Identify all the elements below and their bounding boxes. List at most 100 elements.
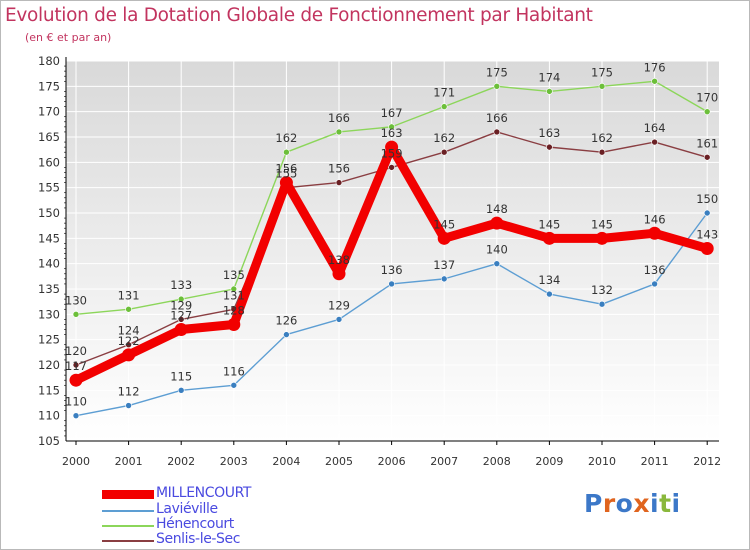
data-point-millencourt bbox=[69, 373, 83, 387]
data-point-lavieville bbox=[703, 209, 711, 217]
data-point-henencourt bbox=[651, 77, 658, 85]
data-label-henencourt: 170 bbox=[696, 91, 718, 105]
data-label-senlis-le-sec: 129 bbox=[170, 298, 192, 312]
y-tick-label: 180 bbox=[38, 54, 60, 68]
data-label-lavieville: 136 bbox=[644, 263, 666, 277]
data-point-lavieville bbox=[546, 290, 553, 298]
legend-swatch-millencourt bbox=[102, 490, 154, 499]
data-point-lavieville bbox=[283, 331, 290, 338]
data-point-lavieville bbox=[125, 402, 132, 409]
data-label-millencourt: 127 bbox=[170, 309, 192, 323]
chart-title: Evolution de la Dotation Globale de Fonc… bbox=[5, 5, 593, 26]
data-label-lavieville: 115 bbox=[170, 369, 192, 383]
data-point-henencourt bbox=[283, 148, 290, 156]
data-point-henencourt bbox=[125, 305, 132, 313]
data-label-senlis-le-sec: 163 bbox=[538, 126, 560, 140]
data-point-millencourt bbox=[490, 216, 504, 230]
data-point-millencourt bbox=[279, 176, 293, 190]
legend-swatch-henencourt bbox=[102, 525, 154, 527]
data-point-henencourt bbox=[230, 285, 238, 293]
y-tick-label: 170 bbox=[38, 105, 60, 119]
data-point-lavieville bbox=[493, 260, 501, 267]
y-tick-label: 140 bbox=[38, 257, 60, 271]
data-label-lavieville: 126 bbox=[275, 314, 297, 328]
data-point-millencourt bbox=[227, 317, 241, 331]
data-point-senlis-le-sec bbox=[703, 153, 711, 161]
data-point-lavieville bbox=[72, 412, 80, 419]
legend-label-senlis-le-sec: Senlis-le-Sec bbox=[156, 531, 241, 547]
x-tick-label: 2008 bbox=[483, 455, 511, 468]
data-label-millencourt: 145 bbox=[433, 217, 455, 231]
data-label-henencourt: 167 bbox=[381, 106, 403, 120]
axes: 105 110 115 120 125 130 135 140 145 150 155 160 165 1… bbox=[38, 54, 721, 468]
data-point-lavieville bbox=[388, 280, 395, 288]
data-label-lavieville: 116 bbox=[223, 364, 245, 378]
x-tick-label: 2000 bbox=[62, 455, 90, 468]
data-label-senlis-le-sec: 155 bbox=[275, 167, 297, 181]
chart-subtitle: (en € et par an) bbox=[25, 31, 112, 44]
data-label-senlis-le-sec: 164 bbox=[644, 121, 666, 135]
data-point-millencourt bbox=[542, 231, 556, 245]
data-point-millencourt bbox=[174, 323, 188, 337]
y-tick-label: 155 bbox=[38, 181, 60, 195]
data-point-lavieville bbox=[335, 316, 343, 323]
data-label-henencourt: 171 bbox=[433, 86, 455, 100]
data-point-henencourt bbox=[546, 88, 553, 95]
x-tick-label: 2012 bbox=[693, 455, 721, 468]
data-label-millencourt: 148 bbox=[486, 202, 508, 216]
data-point-henencourt bbox=[72, 311, 80, 318]
y-tick-label: 120 bbox=[38, 358, 60, 372]
data-point-senlis-le-sec bbox=[388, 164, 395, 171]
data-label-henencourt: 166 bbox=[328, 111, 350, 125]
data-point-senlis-le-sec bbox=[335, 179, 343, 186]
proxiti-logo: Proxiti bbox=[584, 489, 681, 518]
data-point-senlis-le-sec bbox=[546, 143, 553, 151]
data-label-lavieville: 136 bbox=[381, 263, 403, 277]
data-point-millencourt bbox=[648, 226, 662, 240]
data-point-lavieville bbox=[598, 300, 606, 308]
data-label-senlis-le-sec: 156 bbox=[328, 162, 350, 176]
data-label-senlis-le-sec: 131 bbox=[223, 288, 245, 302]
data-point-henencourt bbox=[177, 295, 185, 303]
data-point-henencourt bbox=[440, 103, 448, 110]
x-tick-label: 2010 bbox=[588, 455, 616, 468]
data-point-lavieville bbox=[230, 381, 238, 389]
legend-swatch-senlis-le-sec bbox=[102, 540, 154, 542]
data-label-lavieville: 129 bbox=[328, 298, 350, 312]
data-label-henencourt: 135 bbox=[223, 268, 245, 282]
y-tick-label: 165 bbox=[38, 130, 60, 144]
x-tick-label: 2002 bbox=[167, 455, 195, 468]
data-label-senlis-le-sec: 120 bbox=[65, 344, 87, 358]
y-tick-label: 125 bbox=[38, 333, 60, 347]
x-tick-label: 2011 bbox=[641, 455, 669, 468]
data-label-millencourt: 122 bbox=[118, 334, 140, 348]
data-label-henencourt: 174 bbox=[538, 70, 560, 84]
data-point-senlis-le-sec bbox=[440, 148, 448, 156]
data-label-henencourt: 175 bbox=[591, 65, 613, 79]
data-label-henencourt: 133 bbox=[170, 278, 192, 292]
y-tick-label: 130 bbox=[38, 307, 60, 321]
data-point-millencourt bbox=[122, 348, 136, 362]
data-label-millencourt: 145 bbox=[591, 217, 613, 231]
data-label-millencourt: 163 bbox=[381, 126, 403, 140]
data-label-lavieville: 112 bbox=[118, 385, 140, 399]
legend-label-lavieville: Laviéville bbox=[156, 501, 218, 517]
data-point-senlis-le-sec bbox=[125, 341, 132, 349]
y-tick-label: 110 bbox=[38, 409, 60, 423]
data-point-henencourt bbox=[335, 128, 343, 136]
legend-swatch-lavieville bbox=[102, 510, 154, 512]
x-tick-label: 2004 bbox=[272, 455, 300, 468]
data-label-lavieville: 140 bbox=[486, 243, 508, 257]
data-label-millencourt: 146 bbox=[644, 212, 666, 226]
legend-label-henencourt: Hénencourt bbox=[156, 516, 234, 532]
data-labels: 110 112 115 116 126 129 136 137 140 134 132 136 150 1… bbox=[65, 60, 718, 408]
data-point-henencourt bbox=[598, 83, 606, 90]
data-label-henencourt: 130 bbox=[65, 293, 87, 307]
y-tick-label: 135 bbox=[38, 282, 60, 296]
data-label-millencourt: 156 bbox=[275, 162, 297, 176]
data-point-millencourt bbox=[595, 231, 609, 245]
y-tick-label: 105 bbox=[38, 434, 60, 448]
data-label-lavieville: 132 bbox=[591, 283, 613, 297]
data-point-lavieville bbox=[440, 275, 448, 283]
y-tick-label: 145 bbox=[38, 231, 60, 245]
